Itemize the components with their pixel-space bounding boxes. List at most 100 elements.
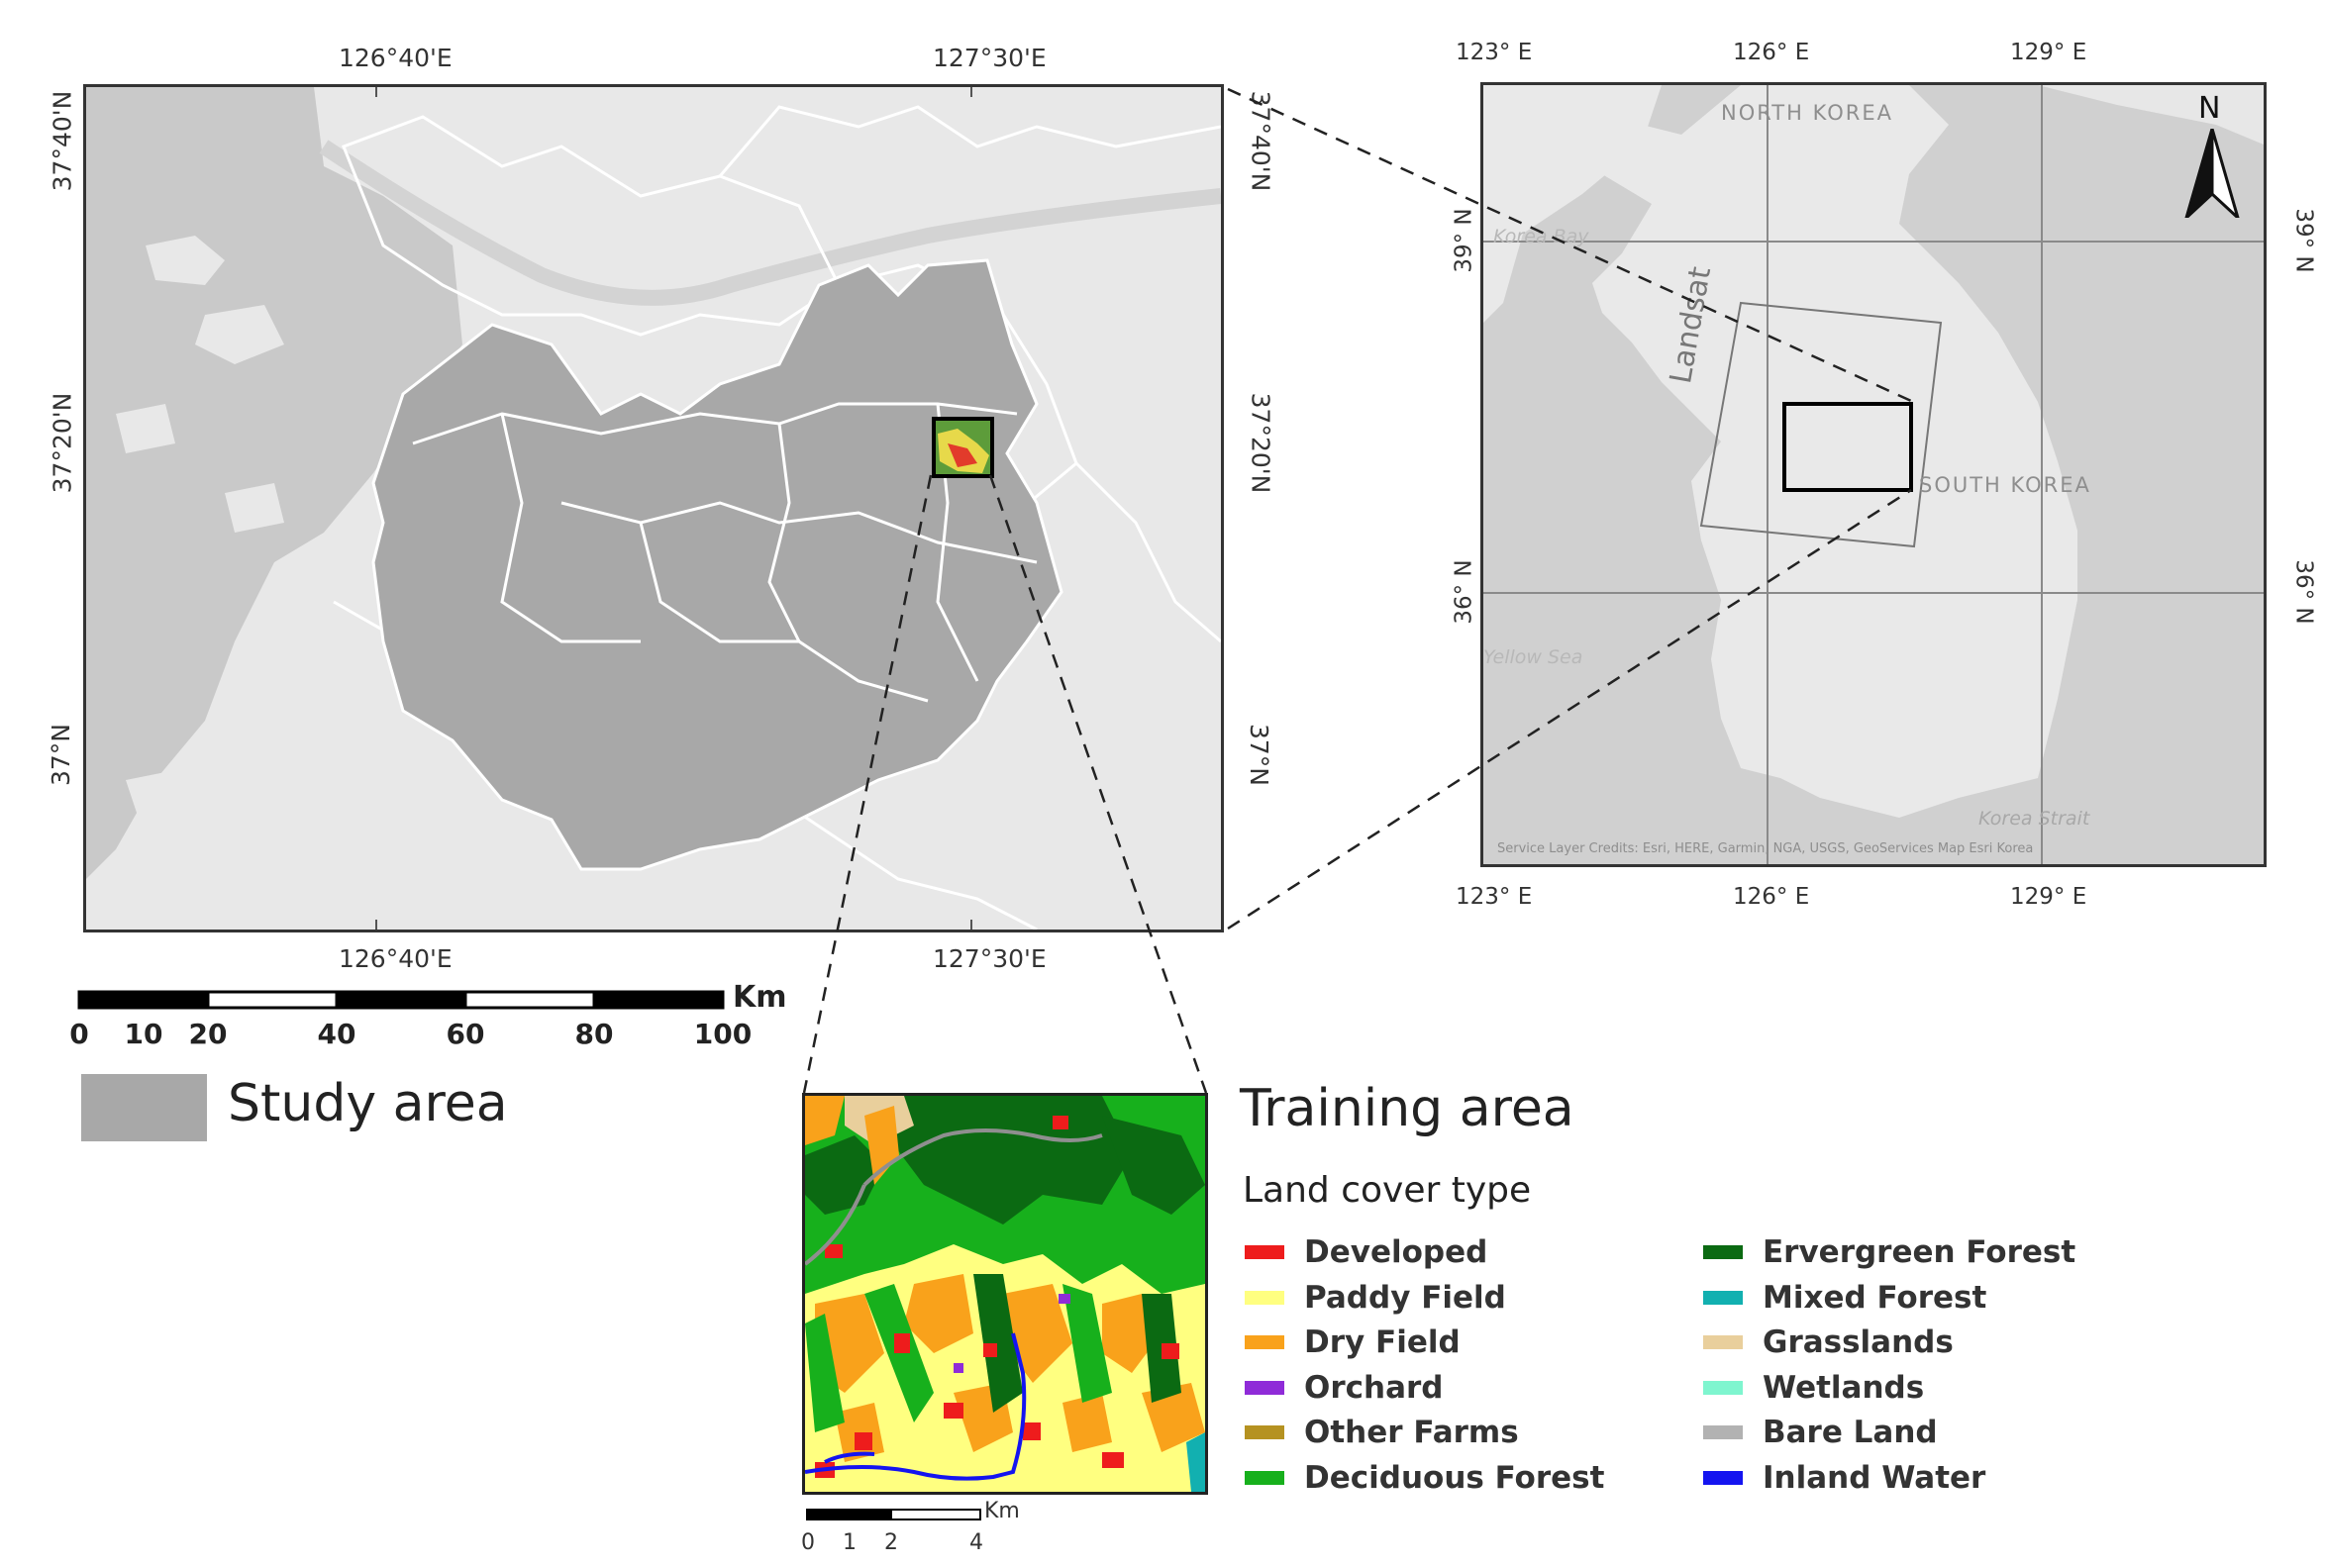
land-cover-label: Orchard xyxy=(1304,1369,1444,1406)
main-bottom-label-2: 127°30'E xyxy=(933,944,1047,973)
label-south-korea: SOUTH KOREA xyxy=(1919,473,2091,497)
main-map-basemap xyxy=(86,87,1221,930)
training-area-title: Training area xyxy=(1240,1079,1574,1138)
land-cover-legend-item: Mixed Forest xyxy=(1703,1278,1986,1318)
land-cover-legend-item: Ervergreen Forest xyxy=(1703,1232,2075,1272)
inset-left-label-1: 39° N xyxy=(1451,208,1477,273)
training-scale-tick: 0 xyxy=(801,1530,815,1555)
inset-bottom-label-1: 123° E xyxy=(1456,884,1533,910)
land-cover-legend-item: Paddy Field xyxy=(1245,1278,1506,1318)
label-korea-bay: Korea Bay xyxy=(1493,226,1589,247)
scale-tick: 80 xyxy=(574,1018,614,1050)
main-top-label-2: 127°30'E xyxy=(933,44,1047,72)
land-cover-label: Deciduous Forest xyxy=(1304,1459,1605,1496)
main-scale-bar xyxy=(77,990,725,1010)
land-cover-swatch xyxy=(1703,1470,1743,1485)
land-cover-label: Mixed Forest xyxy=(1763,1279,1987,1316)
inset-left-label-2: 36° N xyxy=(1451,559,1477,625)
district-boundary xyxy=(718,105,1221,177)
island xyxy=(225,483,284,533)
label-yellow-sea: Yellow Sea xyxy=(1483,646,1583,668)
scale-tick: 0 xyxy=(69,1018,89,1050)
inset-top-label-2: 126° E xyxy=(1733,40,1810,65)
land-cover-swatch xyxy=(1245,1470,1284,1485)
river xyxy=(319,140,1221,306)
korean-peninsula xyxy=(1483,85,2264,145)
land-cover-legend-item: Developed xyxy=(1245,1232,1487,1272)
training-scale-tick: 2 xyxy=(884,1530,898,1555)
inset-right-label-2: 36° N xyxy=(2290,559,2317,625)
main-right-label-1: 37°40'N xyxy=(1246,90,1275,192)
land-cover-legend-item: Bare Land xyxy=(1703,1413,1938,1452)
island xyxy=(126,770,195,839)
land-cover-label: Paddy Field xyxy=(1304,1279,1506,1316)
label-korea-strait: Korea Strait xyxy=(1978,808,2090,830)
training-scale-tick: 4 xyxy=(969,1530,983,1555)
land-cover-swatch xyxy=(1245,1335,1284,1349)
land-cover-label: Grasslands xyxy=(1763,1324,1954,1360)
land-cover-legend-item: Inland Water xyxy=(1703,1458,1985,1498)
study-area-region xyxy=(371,258,1063,871)
land-cover-label: Other Farms xyxy=(1304,1415,1519,1450)
study-area-label: Study area xyxy=(228,1074,508,1133)
land-cover-legend-item: Other Farms xyxy=(1245,1413,1519,1452)
land-cover-swatch xyxy=(1245,1425,1284,1439)
main-scale-unit: Km xyxy=(733,980,787,1015)
land-cover-swatch xyxy=(1245,1245,1284,1259)
map-credits: Service Layer Credits: Esri, HERE, Garmi… xyxy=(1497,841,2034,856)
main-bottom-label-1: 126°40'E xyxy=(339,944,453,973)
land-cover-swatch xyxy=(1703,1380,1743,1395)
training-scale-unit: Km xyxy=(984,1499,1020,1523)
land-cover-swatch xyxy=(1703,1335,1743,1349)
land-cover-legend-item: Wetlands xyxy=(1703,1368,1924,1408)
training-area-map xyxy=(802,1093,1208,1495)
main-map xyxy=(83,84,1224,932)
main-right-label-2: 37°20'N xyxy=(1246,392,1275,494)
scale-tick: 100 xyxy=(693,1018,753,1050)
training-scale-bar xyxy=(806,1509,981,1520)
land-cover-swatch xyxy=(1245,1290,1284,1305)
land-cover-legend-item: Deciduous Forest xyxy=(1245,1458,1604,1498)
land-cover-swatch xyxy=(1703,1245,1743,1259)
main-top-label-1: 126°40'E xyxy=(339,44,453,72)
inset-map: NORTH KOREA SOUTH KOREA Korea Bay Yellow… xyxy=(1480,82,2267,867)
land-cover-raster xyxy=(805,1096,1205,1492)
inset-map-basemap xyxy=(1483,85,2264,864)
label-north-korea: NORTH KOREA xyxy=(1721,101,1893,125)
land-cover-label: Inland Water xyxy=(1763,1459,1986,1496)
island xyxy=(116,404,175,453)
land-cover-label: Dry Field xyxy=(1304,1324,1461,1360)
scale-tick: 20 xyxy=(188,1018,228,1050)
land-cover-legend-item: Orchard xyxy=(1245,1368,1443,1408)
inset-bottom-label-2: 126° E xyxy=(1733,884,1810,910)
north-arrow-label: N xyxy=(2198,91,2221,126)
island xyxy=(264,681,324,731)
district-boundary xyxy=(767,423,801,642)
land-cover-label: Developed xyxy=(1304,1234,1488,1270)
study-area-swatch xyxy=(81,1074,207,1141)
land-cover-label: Ervergreen Forest xyxy=(1763,1234,2076,1270)
main-left-label-3: 37°N xyxy=(47,723,76,787)
land-cover-swatch xyxy=(1703,1290,1743,1305)
district-boundary xyxy=(500,413,641,643)
scale-tick: 60 xyxy=(446,1018,485,1050)
main-left-label-2: 37°20'N xyxy=(48,392,77,494)
inset-top-label-3: 129° E xyxy=(2010,40,2087,65)
north-arrow-icon xyxy=(2184,129,2240,218)
island xyxy=(146,236,225,285)
land-cover-legend-item: Grasslands xyxy=(1703,1323,1954,1362)
land-cover-title: Land cover type xyxy=(1243,1170,1532,1211)
training-scale-tick: 1 xyxy=(843,1530,857,1555)
inset-top-label-1: 123° E xyxy=(1456,40,1533,65)
land-cover-label: Wetlands xyxy=(1763,1369,1925,1406)
inset-bottom-label-3: 129° E xyxy=(2010,884,2087,910)
inset-right-label-1: 39° N xyxy=(2290,208,2317,273)
district-boundary xyxy=(412,402,1018,445)
land-cover-swatch xyxy=(1245,1380,1284,1395)
scale-tick: 10 xyxy=(124,1018,163,1050)
scale-tick: 40 xyxy=(317,1018,356,1050)
island xyxy=(195,305,284,364)
land-cover-label: Bare Land xyxy=(1763,1415,1938,1450)
main-left-label-1: 37°40'N xyxy=(48,90,77,192)
land-cover-swatch xyxy=(1703,1425,1743,1439)
